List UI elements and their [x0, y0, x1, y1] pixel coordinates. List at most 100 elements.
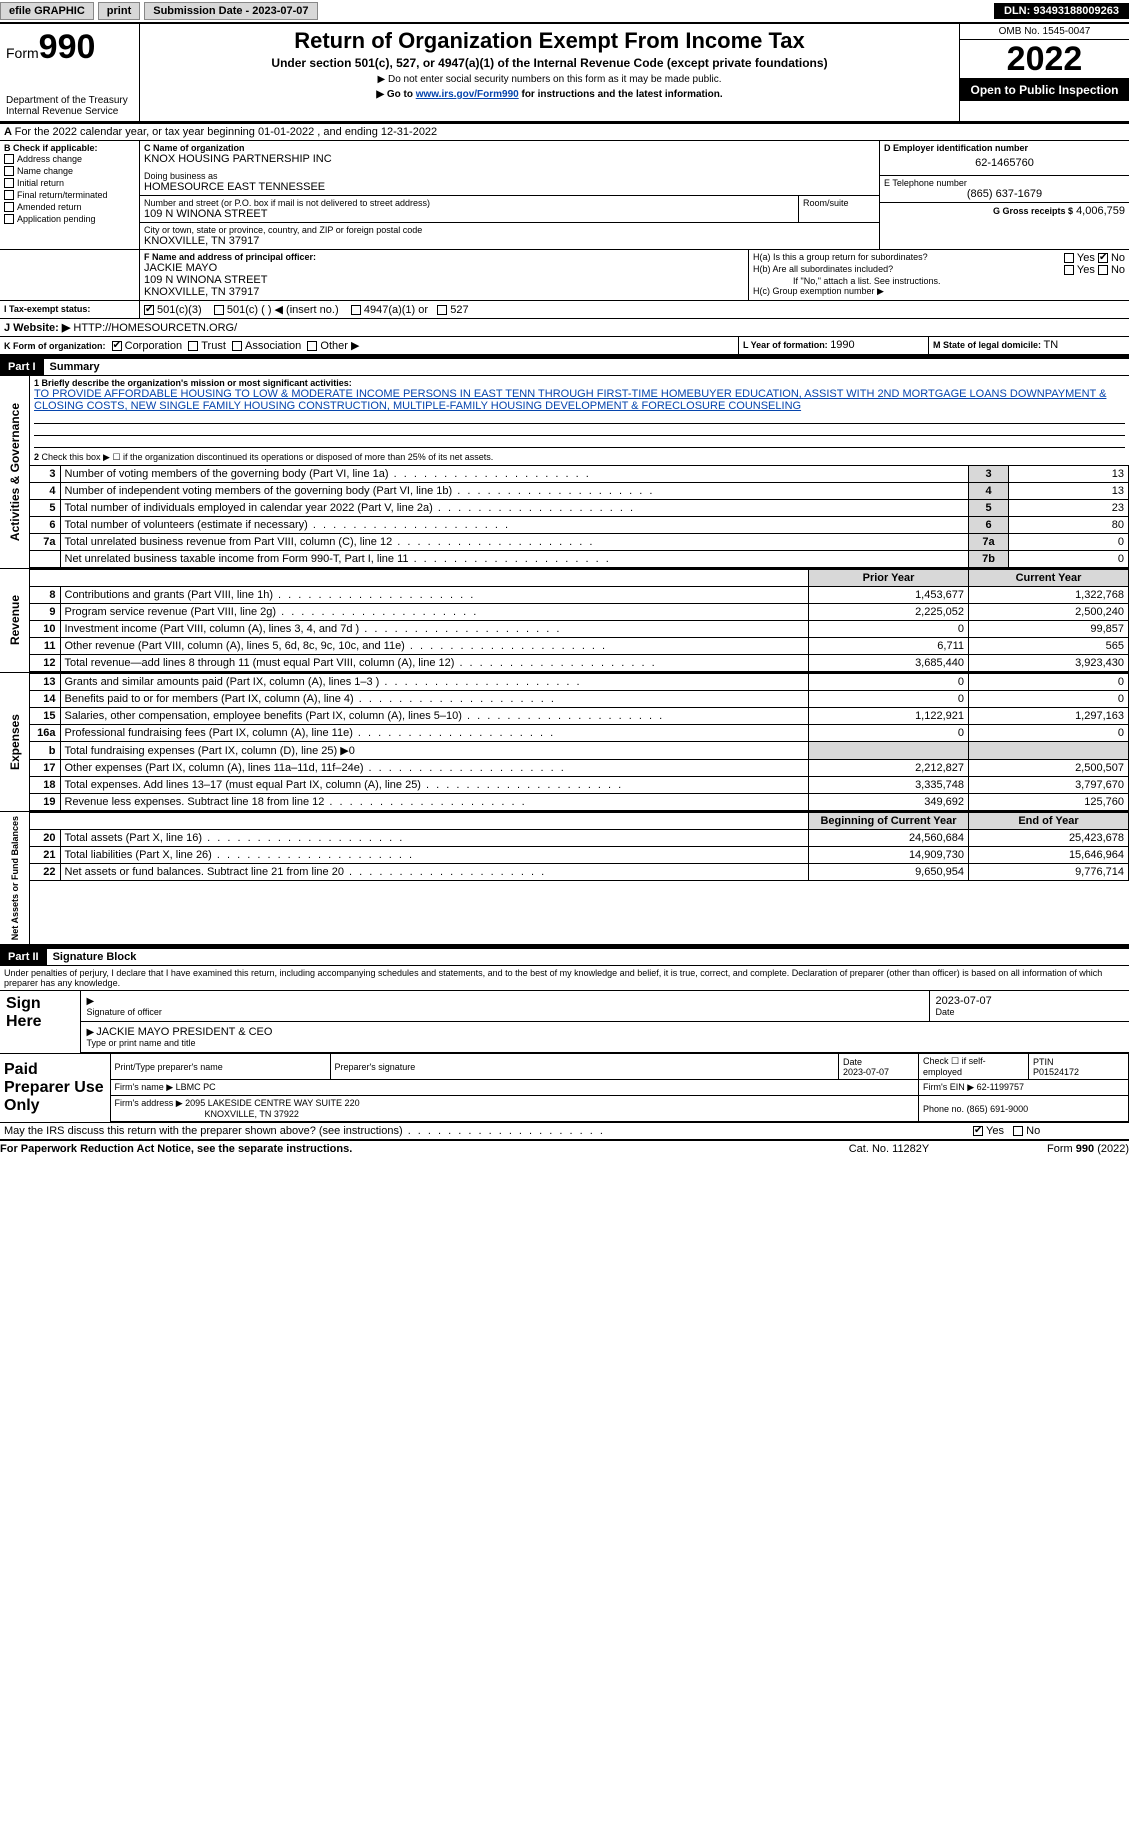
check-assoc[interactable] [232, 341, 242, 351]
prior-value: 349,692 [809, 794, 969, 811]
form-footer-num: 990 [1076, 1143, 1094, 1155]
firm-addr-label: Firm's address ▶ [115, 1098, 183, 1108]
line-num: 12 [30, 655, 60, 672]
tax-year: 2022 [960, 40, 1129, 78]
cat-no: Cat. No. 11282Y [809, 1143, 969, 1155]
table-row: 16a Professional fundraising fees (Part … [30, 725, 1129, 742]
city-value: KNOXVILLE, TN 37917 [144, 235, 875, 247]
org-name: KNOX HOUSING PARTNERSHIP INC [144, 153, 875, 165]
discuss-yes[interactable] [973, 1126, 983, 1136]
check-501c[interactable] [214, 305, 224, 315]
line-text: Total number of volunteers (estimate if … [60, 517, 969, 534]
check-501c3[interactable] [144, 305, 154, 315]
current-value: 0 [969, 725, 1129, 742]
hb-no[interactable] [1098, 265, 1108, 275]
line-text: Salaries, other compensation, employee b… [60, 708, 809, 725]
ha-yes[interactable] [1064, 253, 1074, 263]
b-item: Initial return [17, 178, 64, 188]
ha-no[interactable] [1098, 253, 1108, 263]
hb-note: If "No," attach a list. See instructions… [753, 276, 1125, 286]
table-row: 3 Number of voting members of the govern… [30, 466, 1129, 483]
block-expenses: Expenses 13 Grants and similar amounts p… [0, 673, 1129, 812]
form-id-box: Form990 Department of the Treasury Inter… [0, 24, 140, 121]
table-row: 7a Total unrelated business revenue from… [30, 534, 1129, 551]
beginning-value: 9,650,954 [809, 864, 969, 881]
check-address-change[interactable] [4, 154, 14, 164]
check-corp[interactable] [112, 341, 122, 351]
c-name-label: C Name of organization [144, 143, 875, 153]
line-text: Investment income (Part VIII, column (A)… [60, 621, 809, 638]
dba-value: HOMESOURCE EAST TENNESSEE [144, 181, 875, 193]
end-value: 9,776,714 [969, 864, 1129, 881]
section-j: J Website: ▶ HTTP://HOMESOURCETN.ORG/ [0, 318, 1129, 336]
current-value: 125,760 [969, 794, 1129, 811]
efile-button[interactable]: efile GRAPHIC [0, 2, 94, 20]
current-value: 99,857 [969, 621, 1129, 638]
section-klm: K Form of organization: Corporation Trus… [0, 336, 1129, 357]
gross-receipts-value: 4,006,759 [1076, 205, 1125, 217]
pra-notice: For Paperwork Reduction Act Notice, see … [0, 1143, 809, 1155]
sig-date: 2023-07-07 [936, 995, 1124, 1007]
line-num: 14 [30, 691, 60, 708]
table-header-row: Beginning of Current Year End of Year [30, 813, 1129, 830]
table-row: b Total fundraising expenses (Part IX, c… [30, 742, 1129, 760]
line-num: 5 [30, 500, 60, 517]
shaded-cell [969, 742, 1129, 760]
table-row: 14 Benefits paid to or for members (Part… [30, 691, 1129, 708]
current-value: 0 [969, 691, 1129, 708]
check-initial-return[interactable] [4, 178, 14, 188]
phone-value: (865) 637-1679 [884, 188, 1125, 200]
table-row: 13 Grants and similar amounts paid (Part… [30, 674, 1129, 691]
ha-label: H(a) Is this a group return for subordin… [753, 252, 1064, 264]
table-row: 18 Total expenses. Add lines 13–17 (must… [30, 777, 1129, 794]
block-revenue: Revenue Prior Year Current Year8 Contrib… [0, 569, 1129, 673]
section-deg: D Employer identification number 62-1465… [879, 141, 1129, 249]
prior-value: 6,711 [809, 638, 969, 655]
line-value: 13 [1009, 466, 1129, 483]
e-label: E Telephone number [884, 178, 1125, 188]
check-527[interactable] [437, 305, 447, 315]
line-box: 6 [969, 517, 1009, 534]
section-b: B Check if applicable: Address change Na… [0, 141, 140, 249]
prep-h2: Preparer's signature [330, 1054, 839, 1080]
form-label: Form [6, 45, 39, 61]
section-c: C Name of organization KNOX HOUSING PART… [140, 141, 879, 249]
print-button[interactable]: print [98, 2, 140, 20]
line-box: 4 [969, 483, 1009, 500]
hb-yes[interactable] [1064, 265, 1074, 275]
b-item: Final return/terminated [17, 190, 108, 200]
form-year-box: OMB No. 1545-0047 2022 Open to Public In… [959, 24, 1129, 121]
check-amended[interactable] [4, 202, 14, 212]
sig-officer-label: Signature of officer [87, 1007, 923, 1017]
part1-title: Summary [44, 361, 100, 373]
prior-value: 0 [809, 674, 969, 691]
prior-value: 0 [809, 691, 969, 708]
discuss-no[interactable] [1013, 1126, 1023, 1136]
check-other[interactable] [307, 341, 317, 351]
irs-link[interactable]: www.irs.gov/Form990 [416, 89, 519, 100]
firm-ein: 62-1199757 [977, 1082, 1024, 1092]
table-row: 4 Number of independent voting members o… [30, 483, 1129, 500]
table-row: 22 Net assets or fund balances. Subtract… [30, 864, 1129, 881]
j-label: J Website: ▶ [4, 322, 70, 334]
table-row: 11 Other revenue (Part VIII, column (A),… [30, 638, 1129, 655]
table-row: 12 Total revenue—add lines 8 through 11 … [30, 655, 1129, 672]
side-label-exp: Expenses [6, 710, 24, 774]
col-beginning: Beginning of Current Year [809, 813, 969, 830]
line-text: Benefits paid to or for members (Part IX… [60, 691, 809, 708]
form-number: 990 [39, 28, 96, 66]
current-value: 565 [969, 638, 1129, 655]
check-app-pending[interactable] [4, 214, 14, 224]
line-text: Total number of individuals employed in … [60, 500, 969, 517]
check-trust[interactable] [188, 341, 198, 351]
check-name-change[interactable] [4, 166, 14, 176]
sig-date-label: Date [936, 1007, 1124, 1017]
line-num: 8 [30, 587, 60, 604]
current-value: 3,797,670 [969, 777, 1129, 794]
check-final-return[interactable] [4, 190, 14, 200]
line-value: 0 [1009, 534, 1129, 551]
check-4947[interactable] [351, 305, 361, 315]
line-value: 80 [1009, 517, 1129, 534]
line-value: 13 [1009, 483, 1129, 500]
governance-table: 3 Number of voting members of the govern… [30, 465, 1129, 568]
